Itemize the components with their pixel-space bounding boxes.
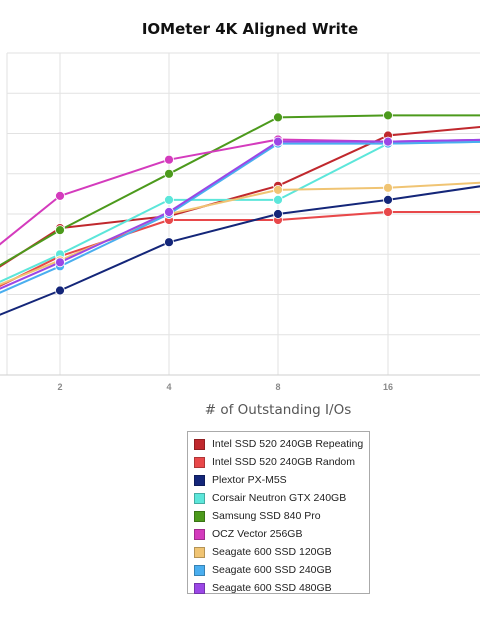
series-line xyxy=(0,185,480,316)
data-point xyxy=(383,110,393,121)
legend-swatch xyxy=(194,510,205,522)
legend-label: Seagate 600 SSD 240GB xyxy=(212,564,332,576)
legend-swatch xyxy=(194,492,205,504)
x-tick-label: 4 xyxy=(166,382,171,392)
legend-item: OCZ Vector 256GB xyxy=(194,525,369,543)
legend-label: Corsair Neutron GTX 240GB xyxy=(212,492,347,504)
x-tick-labels: 2 4 8 16 xyxy=(57,382,393,392)
legend-swatch xyxy=(194,546,205,558)
data-point xyxy=(55,225,65,236)
grid-lines xyxy=(6,52,480,376)
series-line xyxy=(0,140,480,294)
data-point xyxy=(273,184,283,195)
legend-label: Samsung SSD 840 Pro xyxy=(212,510,321,522)
data-point xyxy=(164,207,174,217)
legend-item: Samsung SSD 840 Pro xyxy=(194,507,369,525)
data-point xyxy=(273,209,283,219)
legend-label: Seagate 600 SSD 120GB xyxy=(212,546,332,558)
legend-swatch xyxy=(194,564,205,576)
legend-label: Intel SSD 520 240GB Repeating xyxy=(212,438,364,450)
x-tick-label: 2 xyxy=(57,382,62,392)
legend: Intel SSD 520 240GB Repeating Intel SSD 5… xyxy=(187,431,370,594)
legend-label: Seagate 600 SSD 480GB xyxy=(212,582,332,594)
data-point xyxy=(383,194,393,205)
legend-label: Plextor PX-M5S xyxy=(212,474,287,486)
legend-item: Seagate 600 SSD 120GB xyxy=(194,543,369,561)
x-axis-label: # of Outstanding I/Os xyxy=(205,402,351,418)
legend-item: Plextor PX-M5S xyxy=(194,471,369,489)
data-point xyxy=(273,194,283,205)
series-line xyxy=(0,181,480,286)
chart-title: IOMeter 4K Aligned Write xyxy=(141,20,359,38)
data-point xyxy=(164,168,174,179)
legend-item: Intel SSD 520 240GB Repeating xyxy=(194,435,369,453)
data-point xyxy=(164,194,174,205)
legend-item: Seagate 600 SSD 480GB xyxy=(194,579,369,597)
data-point xyxy=(55,190,65,201)
legend-label: Intel SSD 520 240GB Random xyxy=(212,456,356,468)
data-point xyxy=(383,136,393,147)
series-line xyxy=(0,114,480,267)
x-tick-label: 8 xyxy=(275,382,280,392)
legend-swatch xyxy=(194,438,205,450)
data-point xyxy=(273,136,283,147)
data-point xyxy=(273,112,283,123)
legend-item: Corsair Neutron GTX 240GB xyxy=(194,489,369,507)
data-point xyxy=(383,207,393,217)
series-line xyxy=(0,211,480,288)
legend-item: Seagate 600 SSD 240GB xyxy=(194,561,369,579)
series-line xyxy=(0,138,480,290)
data-point xyxy=(164,237,174,248)
legend-swatch xyxy=(194,456,205,468)
legend-swatch xyxy=(194,528,205,540)
series-points xyxy=(55,110,393,296)
data-point xyxy=(164,154,174,165)
x-tick-label: 16 xyxy=(383,382,393,392)
legend-swatch xyxy=(194,582,205,594)
legend-label: OCZ Vector 256GB xyxy=(212,528,303,540)
legend-swatch xyxy=(194,474,205,486)
data-point xyxy=(55,285,65,296)
data-point xyxy=(383,182,393,193)
legend-item: Intel SSD 520 240GB Random xyxy=(194,453,369,471)
data-point xyxy=(55,257,65,268)
series-lines xyxy=(0,114,480,316)
